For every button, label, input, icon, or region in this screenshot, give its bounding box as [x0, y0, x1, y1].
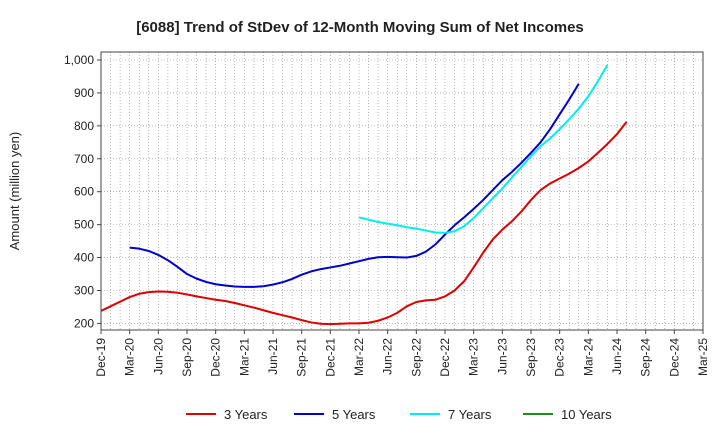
- x-tick-label: Jun-22: [381, 338, 395, 375]
- y-axis-ticks: 200 300 400 500 600 700 800 900 1,000: [64, 53, 101, 330]
- y-tick-label: 300: [74, 283, 94, 297]
- y-tick-label: 500: [74, 218, 94, 232]
- y-tick-label: 700: [74, 152, 94, 166]
- y-tick-label: 400: [74, 251, 94, 265]
- y-tick-label: 1,000: [64, 53, 94, 67]
- x-tick-label: Mar-20: [123, 338, 137, 376]
- chart-title: [6088] Trend of StDev of 12-Month Moving…: [136, 19, 584, 36]
- x-tick-label: Sep-20: [180, 338, 194, 377]
- y-tick-label: 900: [74, 86, 94, 100]
- y-tick-label: 600: [74, 185, 94, 199]
- legend-label: 10 Years: [561, 407, 612, 422]
- series-lines: [100, 64, 628, 326]
- x-tick-label: Mar-21: [237, 338, 251, 376]
- x-tick-label: Dec-23: [553, 338, 567, 377]
- x-tick-label: Dec-22: [438, 338, 452, 377]
- plot-border: [100, 51, 704, 331]
- legend-label: 5 Years: [332, 407, 376, 422]
- series-line-3-years: [100, 121, 628, 326]
- x-tick-label: Sep-23: [524, 338, 538, 377]
- x-tick-label: Mar-23: [467, 338, 481, 376]
- x-tick-label: Jun-24: [610, 338, 624, 375]
- x-tick-label: Mar-25: [696, 338, 710, 376]
- x-tick-label: Dec-21: [323, 338, 337, 377]
- x-tick-label: Jun-23: [495, 338, 509, 375]
- x-tick-label: Mar-24: [581, 338, 595, 376]
- plot-area: [101, 52, 703, 330]
- legend-label: 3 Years: [224, 407, 268, 422]
- x-tick-label: Dec-19: [94, 338, 108, 377]
- x-tick-label: Sep-22: [409, 338, 423, 377]
- legend-label: 7 Years: [448, 407, 492, 422]
- x-tick-label: Dec-20: [209, 338, 223, 377]
- x-tick-label: Sep-21: [295, 338, 309, 377]
- x-tick-label: Dec-24: [667, 338, 681, 377]
- x-tick-label: Jun-20: [151, 338, 165, 375]
- legend: 3 Years 5 Years 7 Years 10 Years: [186, 407, 612, 422]
- y-axis-label: Amount (million yen): [7, 132, 22, 251]
- x-tick-label: Mar-22: [352, 338, 366, 376]
- x-axis-ticks: Dec-19 Mar-20 Jun-20 Sep-20 Dec-20 Mar-21 Jun-…: [94, 330, 710, 377]
- x-tick-label: Jun-21: [266, 338, 280, 375]
- series-line-5-years: [129, 83, 580, 288]
- x-tick-label: Sep-24: [639, 338, 653, 377]
- y-tick-label: 800: [74, 119, 94, 133]
- series-line-7-years: [358, 64, 609, 234]
- y-tick-label: 200: [74, 316, 94, 330]
